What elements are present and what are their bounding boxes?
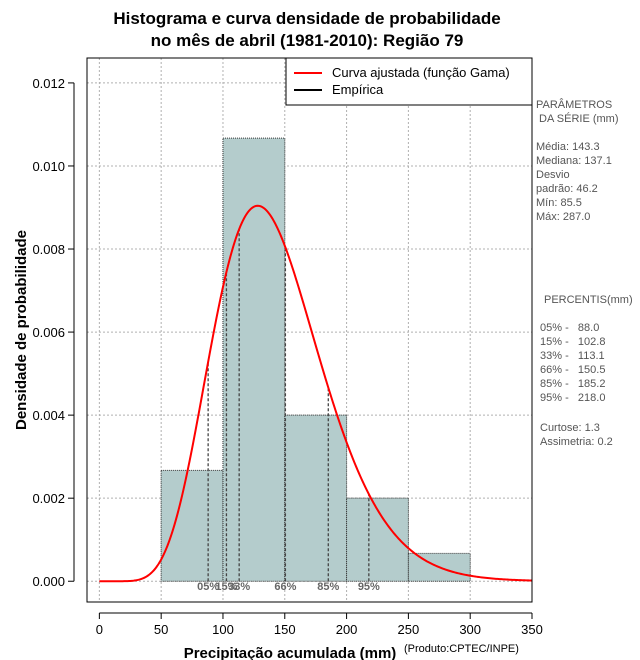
histogram-bar xyxy=(346,497,409,582)
x-tick-label: 200 xyxy=(336,622,358,637)
y-tick-label: 0.006 xyxy=(32,325,65,340)
y-tick-label: 0.008 xyxy=(32,242,65,257)
gamma-fit-curve xyxy=(99,204,533,583)
percentile-marker-label: 33% xyxy=(228,581,250,593)
stat-curtose: Curtose: 1.3 xyxy=(540,422,600,434)
axes: 0 50 100 150 200 250 300 350 0.000 0.002 0.004 0.00… xyxy=(32,76,542,637)
param-max: Máx: 287.0 xyxy=(536,211,590,223)
param-desvio-1: Desvio xyxy=(536,169,570,181)
param-media: Média: 143.3 xyxy=(536,141,600,153)
percentile-markers: 05%15%33% 66% 85% 95% xyxy=(197,229,380,593)
x-tick-label: 150 xyxy=(274,622,296,637)
stat-assimetria: Assimetria: 0.2 xyxy=(540,436,613,448)
percentile-marker-label: 05% xyxy=(197,581,219,593)
chart-title-line-1: Histograma e curva densidade de probabil… xyxy=(113,9,500,28)
x-axis-label: Precipitação acumulada (mm) xyxy=(184,645,397,660)
chart-title-line-2: no mês de abril (1981-2010): Região 79 xyxy=(151,31,464,50)
y-tick-label: 0.002 xyxy=(32,491,65,506)
legend: Curva ajustada (função Gama) Empírica xyxy=(285,57,533,106)
legend-label-empirica: Empírica xyxy=(332,82,384,97)
histogram-bar xyxy=(222,137,286,582)
x-tick-label: 250 xyxy=(398,622,420,637)
percentil-33: 33% - 113.1 xyxy=(540,350,605,362)
x-tick-label: 300 xyxy=(459,622,481,637)
percentil-95: 95% - 218.0 xyxy=(540,392,605,404)
percentil-15: 15% - 102.8 xyxy=(540,336,605,348)
percentil-85: 85% - 185.2 xyxy=(540,378,605,390)
percentil-66: 66% - 150.5 xyxy=(540,364,605,376)
params-heading-line-1: PARÂMETROS xyxy=(536,98,612,111)
y-tick-label: 0.004 xyxy=(32,408,65,423)
percentil-05: 05% - 88.0 xyxy=(540,322,599,334)
x-tick-label: 100 xyxy=(212,622,234,637)
histogram-bar xyxy=(284,414,348,582)
histogram-bar xyxy=(160,469,224,582)
series-parameters-panel: PARÂMETROS DA SÉRIE (mm) Média: 143.3 Me… xyxy=(536,98,633,448)
y-tick-label: 0.000 xyxy=(32,574,65,589)
legend-label-gamma: Curva ajustada (função Gama) xyxy=(332,65,510,80)
product-credit: (Produto:CPTEC/INPE) xyxy=(404,643,519,655)
param-mediana: Mediana: 137.1 xyxy=(536,155,612,167)
y-axis-label: Densidade de probabilidade xyxy=(13,230,30,430)
y-tick-label: 0.012 xyxy=(32,76,65,91)
percentile-marker-label: 66% xyxy=(274,581,296,593)
legend-box xyxy=(285,57,533,106)
y-tick-label: 0.010 xyxy=(32,159,65,174)
percentis-heading: PERCENTIS(mm) xyxy=(544,294,633,306)
percentile-marker-label: 95% xyxy=(358,581,380,593)
param-desvio-2: padrão: 46.2 xyxy=(536,183,598,195)
x-tick-label: 0 xyxy=(96,622,103,637)
x-tick-label: 350 xyxy=(521,622,543,637)
histogram-bars xyxy=(160,137,471,582)
param-min: Mín: 85.5 xyxy=(536,197,582,209)
percentile-marker-label: 15% xyxy=(215,581,237,593)
percentile-marker-label: 85% xyxy=(317,581,339,593)
params-heading-line-2: DA SÉRIE (mm) xyxy=(536,112,619,125)
x-tick-label: 50 xyxy=(154,622,168,637)
